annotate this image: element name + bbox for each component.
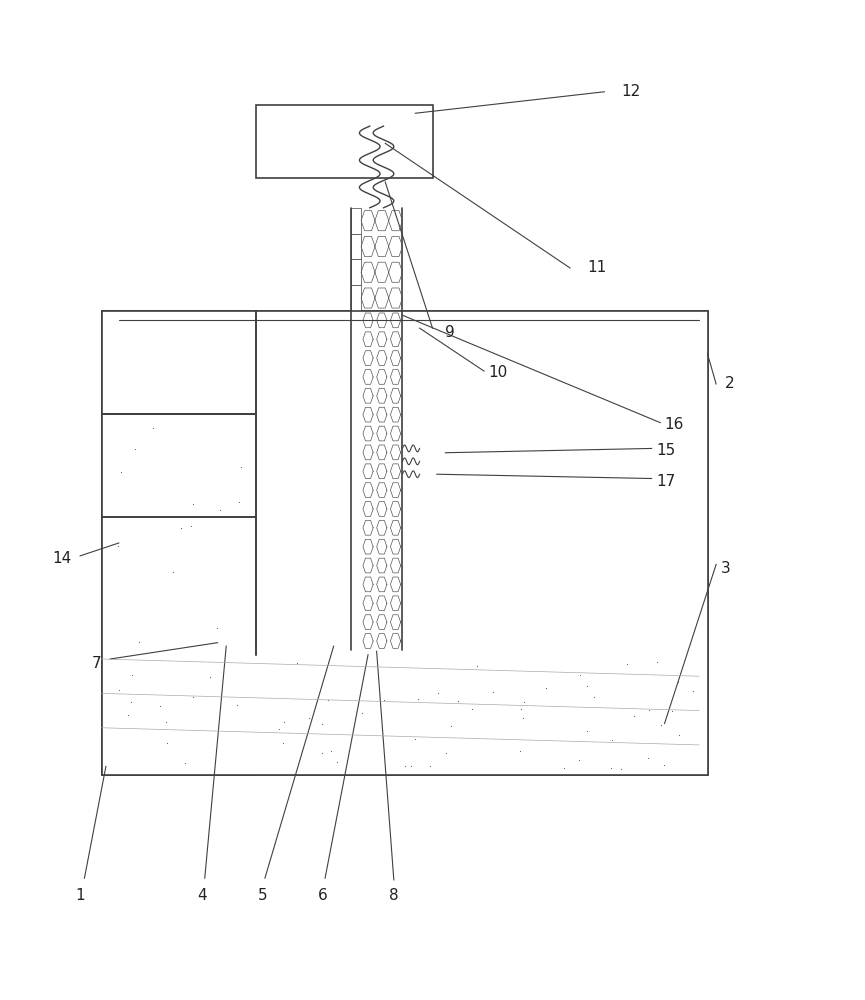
- Bar: [407, 638, 493, 648]
- Bar: [351, 368, 362, 386]
- Text: 3: 3: [721, 561, 730, 576]
- Bar: [351, 405, 362, 424]
- Bar: [351, 500, 362, 518]
- Text: 12: 12: [622, 84, 641, 99]
- Text: 11: 11: [587, 260, 606, 275]
- Bar: [351, 285, 362, 311]
- Text: 4: 4: [197, 888, 207, 903]
- Text: 8: 8: [389, 888, 399, 903]
- Bar: [351, 594, 362, 613]
- Text: 1: 1: [75, 888, 85, 903]
- Bar: [209, 635, 703, 650]
- Bar: [351, 311, 362, 330]
- Bar: [101, 311, 256, 414]
- Bar: [351, 613, 362, 632]
- Circle shape: [368, 635, 384, 650]
- Bar: [351, 481, 362, 500]
- Bar: [351, 575, 362, 594]
- Bar: [351, 259, 362, 285]
- Text: 17: 17: [656, 474, 676, 489]
- Circle shape: [374, 640, 380, 646]
- Text: 9: 9: [445, 325, 455, 340]
- Text: 5: 5: [258, 888, 267, 903]
- Text: 2: 2: [725, 376, 734, 391]
- Bar: [398, 440, 445, 483]
- Text: 16: 16: [664, 417, 684, 432]
- Text: 7: 7: [92, 656, 101, 671]
- Bar: [101, 311, 708, 775]
- Bar: [351, 537, 362, 556]
- Bar: [351, 234, 362, 259]
- Bar: [351, 386, 362, 405]
- Bar: [101, 311, 256, 775]
- Text: 6: 6: [317, 888, 327, 903]
- Text: 14: 14: [52, 551, 72, 566]
- Bar: [351, 518, 362, 537]
- Bar: [101, 311, 708, 775]
- Bar: [351, 462, 362, 481]
- Bar: [351, 208, 362, 234]
- Text: 10: 10: [489, 365, 508, 380]
- Bar: [256, 105, 432, 178]
- Text: 15: 15: [656, 443, 676, 458]
- Bar: [351, 349, 362, 368]
- Bar: [351, 632, 362, 650]
- Bar: [351, 330, 362, 349]
- Bar: [239, 638, 295, 648]
- Bar: [351, 443, 362, 462]
- Bar: [351, 556, 362, 575]
- Bar: [351, 424, 362, 443]
